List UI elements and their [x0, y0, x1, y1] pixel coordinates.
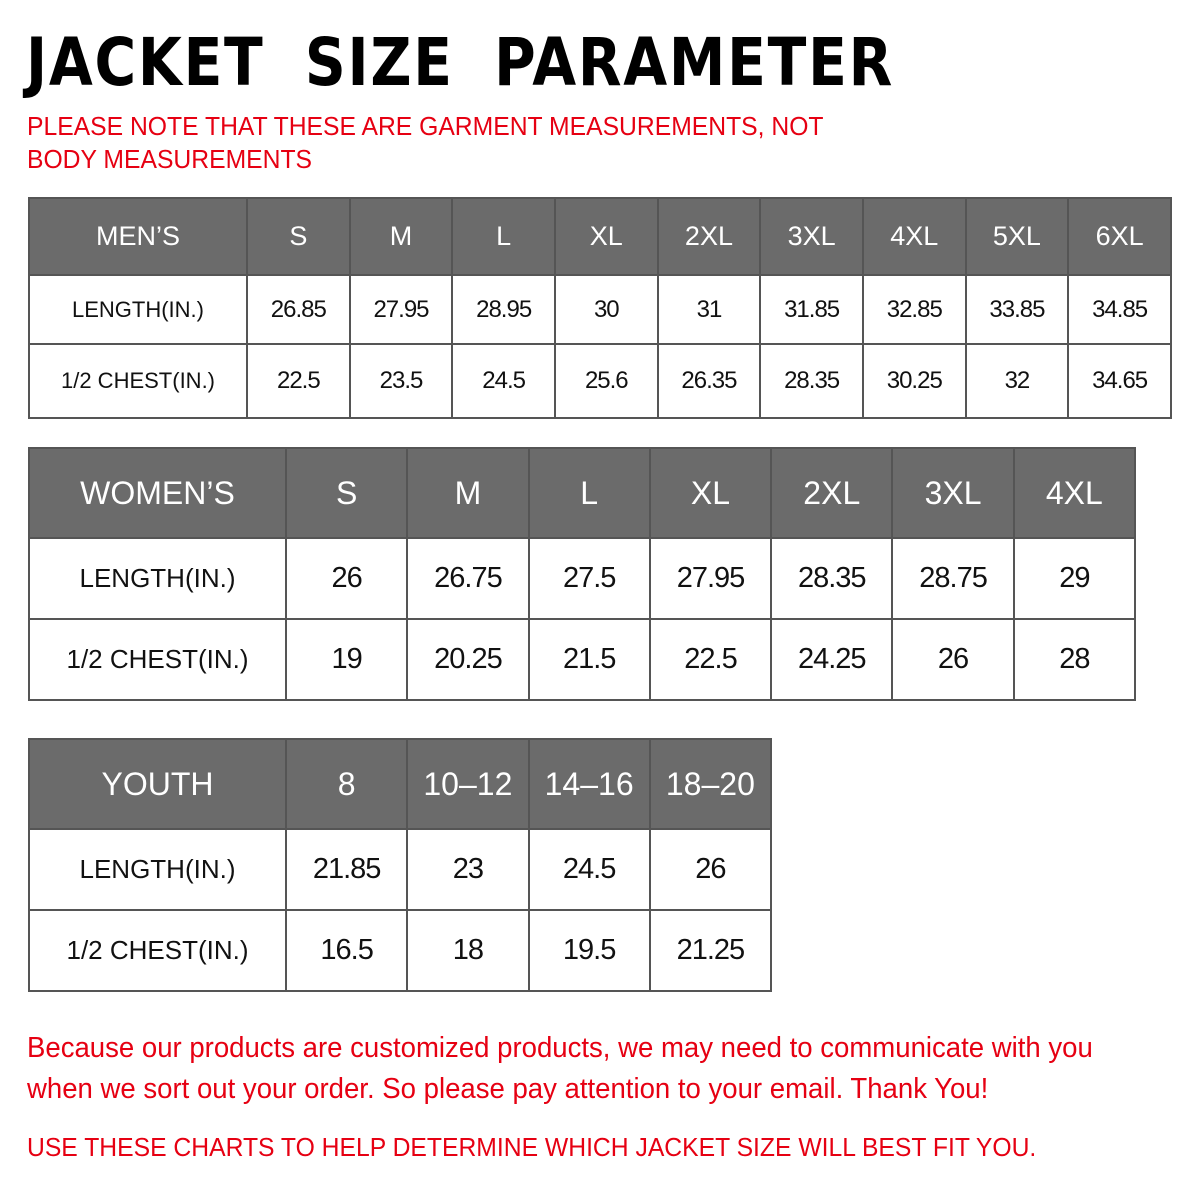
- size-header: 3XL: [891, 447, 1015, 539]
- size-header: XL: [648, 447, 773, 539]
- table-row: 1/2 CHEST(IN.) 19 20.25 21.5 22.5 24.25 26 28: [28, 618, 1137, 701]
- measurement-cell: 32: [964, 343, 1070, 419]
- size-header: M: [348, 197, 454, 276]
- table-row: 1/2 CHEST(IN.) 16.5 18 19.5 21.25: [28, 909, 773, 992]
- measurement-cell: 19.5: [527, 909, 651, 992]
- size-header: M: [406, 447, 530, 539]
- table-row: LENGTH(IN.) 26 26.75 27.5 27.95 28.35 28.75 29: [28, 537, 1137, 620]
- measurement-cell: 18: [406, 909, 530, 992]
- size-header: 4XL: [1012, 447, 1137, 539]
- size-header: 8: [284, 738, 409, 830]
- measurement-cell: 32.85: [861, 274, 967, 345]
- measurement-cell: 30: [553, 274, 659, 345]
- table-row: 1/2 CHEST(IN.) 22.5 23.5 24.5 25.6 26.35 28.35…: [28, 343, 1172, 419]
- measurement-cell: 33.85: [964, 274, 1070, 345]
- table-row: LENGTH(IN.) 26.85 27.95 28.95 30 31 31.85 32.85…: [28, 274, 1172, 345]
- table-category-header: MEN’S: [28, 197, 248, 276]
- measurement-cell: 21.25: [648, 909, 773, 992]
- measurement-cell: 28.35: [770, 537, 894, 620]
- row-label: LENGTH(IN.): [28, 274, 248, 345]
- youth-size-table: YOUTH 8 10–12 14–16 18–20 LENGTH(IN.) 21.85 23 2…: [28, 738, 773, 992]
- mens-size-table: MEN’S S M L XL 2XL 3XL 4XL 5XL 6XL LENGTH(IN.) 26.8…: [28, 197, 1172, 419]
- measurement-cell: 19: [284, 618, 409, 701]
- measurement-cell: 23: [406, 828, 530, 911]
- size-header: 6XL: [1067, 197, 1172, 276]
- measurement-cell: 31.85: [759, 274, 864, 345]
- size-header: L: [451, 197, 556, 276]
- measurement-cell: 16.5: [284, 909, 409, 992]
- measurement-cell: 21.85: [284, 828, 409, 911]
- measurement-cell: 26.75: [406, 537, 530, 620]
- header-row: MEN’S S M L XL 2XL 3XL 4XL 5XL 6XL: [28, 197, 1172, 276]
- customization-message: Because our products are customized prod…: [27, 1032, 1093, 1105]
- size-header: 4XL: [861, 197, 967, 276]
- size-header: XL: [553, 197, 659, 276]
- measurement-cell: 28.35: [759, 343, 864, 419]
- measurement-cell: 26: [284, 537, 409, 620]
- measurement-cell: 24.25: [770, 618, 894, 701]
- measurement-cell: 25.6: [553, 343, 659, 419]
- measurement-cell: 28.75: [891, 537, 1015, 620]
- size-header: S: [246, 197, 351, 276]
- measurement-cell: 29: [1012, 537, 1137, 620]
- page-title: JACKET SIZE PARAMETER: [26, 24, 894, 101]
- measurement-cell: 24.5: [527, 828, 651, 911]
- table-row: LENGTH(IN.) 21.85 23 24.5 26: [28, 828, 773, 911]
- size-header: 3XL: [759, 197, 864, 276]
- header-row: YOUTH 8 10–12 14–16 18–20: [28, 738, 773, 830]
- measurement-cell: 34.85: [1067, 274, 1172, 345]
- measurement-cell: 22.5: [246, 343, 351, 419]
- measurement-cell: 28.95: [451, 274, 556, 345]
- table-category-header: WOMEN’S: [28, 447, 287, 539]
- size-advice: USE THESE CHARTS TO HELP DETERMINE WHICH…: [27, 1132, 1037, 1162]
- garment-measurement-note: PLEASE NOTE THAT THESE ARE GARMENT MEASU…: [27, 111, 824, 174]
- size-header: 10–12: [406, 738, 530, 830]
- measurement-cell: 27.5: [527, 537, 651, 620]
- measurement-cell: 27.95: [348, 274, 454, 345]
- womens-size-table: WOMEN’S S M L XL 2XL 3XL 4XL LENGTH(IN.) 26 26.75 2…: [28, 447, 1137, 701]
- size-header: 18–20: [648, 738, 773, 830]
- measurement-cell: 22.5: [648, 618, 773, 701]
- size-header: 2XL: [656, 197, 762, 276]
- measurement-cell: 21.5: [527, 618, 651, 701]
- size-header: L: [527, 447, 651, 539]
- row-label: 1/2 CHEST(IN.): [28, 618, 287, 701]
- measurement-cell: 26.35: [656, 343, 762, 419]
- row-label: 1/2 CHEST(IN.): [28, 343, 248, 419]
- measurement-cell: 23.5: [348, 343, 454, 419]
- measurement-cell: 26: [891, 618, 1015, 701]
- size-header: S: [284, 447, 409, 539]
- measurement-cell: 30.25: [861, 343, 967, 419]
- row-label: 1/2 CHEST(IN.): [28, 909, 287, 992]
- measurement-cell: 27.95: [648, 537, 773, 620]
- size-header: 14–16: [527, 738, 651, 830]
- measurement-cell: 26: [648, 828, 773, 911]
- measurement-cell: 24.5: [451, 343, 556, 419]
- measurement-cell: 20.25: [406, 618, 530, 701]
- measurement-cell: 28: [1012, 618, 1137, 701]
- size-header: 5XL: [964, 197, 1070, 276]
- measurement-cell: 26.85: [246, 274, 351, 345]
- table-category-header: YOUTH: [28, 738, 287, 830]
- measurement-cell: 34.65: [1067, 343, 1172, 419]
- header-row: WOMEN’S S M L XL 2XL 3XL 4XL: [28, 447, 1137, 539]
- row-label: LENGTH(IN.): [28, 537, 287, 620]
- row-label: LENGTH(IN.): [28, 828, 287, 911]
- size-header: 2XL: [770, 447, 894, 539]
- measurement-cell: 31: [656, 274, 762, 345]
